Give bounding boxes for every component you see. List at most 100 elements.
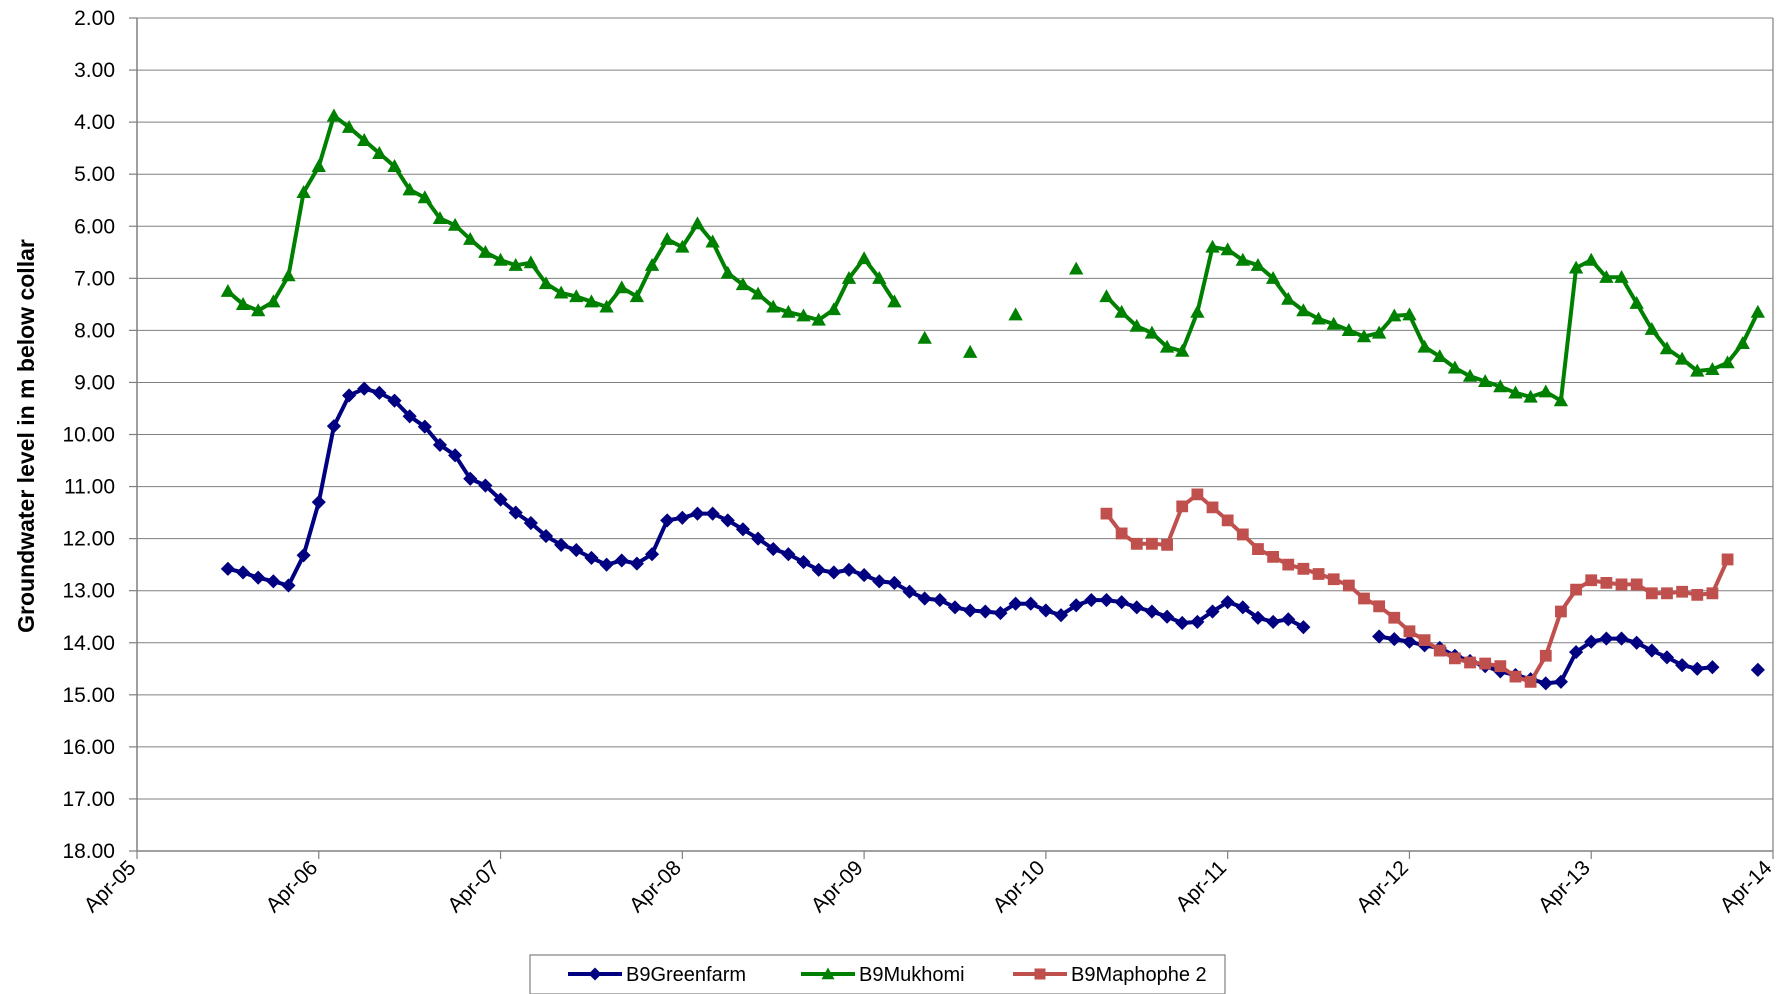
y-tick-label: 9.00	[74, 371, 115, 394]
data-point	[1176, 500, 1189, 513]
data-point	[1705, 660, 1720, 675]
data-point	[1494, 660, 1507, 673]
data-point	[1509, 670, 1522, 683]
data-point	[856, 251, 872, 265]
series-0	[220, 381, 1765, 691]
data-point	[326, 108, 342, 122]
data-point	[1615, 578, 1628, 591]
data-point	[478, 478, 493, 493]
data-point	[1235, 600, 1250, 615]
data-point	[326, 419, 341, 434]
data-point	[1342, 579, 1355, 592]
data-point	[1266, 614, 1281, 629]
data-point	[1099, 592, 1114, 608]
x-tick-label: Apr-05	[80, 856, 141, 917]
data-point	[448, 448, 463, 463]
data-point	[1387, 308, 1402, 322]
data-point	[1265, 270, 1281, 284]
legend: B9Greenfarm B9Mukhomi B9Maphophe 2	[529, 954, 1226, 994]
x-tick-label: Apr-11	[1171, 856, 1231, 916]
data-point	[705, 506, 720, 521]
data-point	[1115, 527, 1128, 540]
data-point	[1690, 363, 1705, 377]
x-tick-label: Apr-06	[261, 856, 322, 917]
data-point	[1130, 537, 1143, 550]
data-point	[781, 304, 796, 318]
data-point	[402, 409, 417, 424]
data-point	[493, 252, 508, 266]
data-point	[947, 600, 963, 615]
data-point	[266, 294, 281, 308]
data-point	[1706, 587, 1719, 600]
data-point	[917, 330, 932, 344]
data-point	[1161, 538, 1173, 551]
data-point	[1281, 291, 1296, 305]
data-point	[508, 505, 523, 520]
data-point	[629, 556, 644, 571]
data-point	[1523, 389, 1538, 403]
data-point	[1267, 550, 1280, 563]
data-point	[417, 190, 432, 204]
data-point	[1358, 592, 1370, 605]
x-axis-ticks: Apr-05 Apr-06 Apr-07 Apr-08 Apr-09 Apr-10 Apr-…	[80, 851, 1777, 917]
data-point	[841, 270, 857, 284]
data-point	[1418, 634, 1431, 647]
legend-label-maphophe: B9Maphophe 2	[1071, 964, 1207, 986]
data-point	[1553, 393, 1569, 407]
data-point	[811, 312, 826, 326]
legend-marker-maphophe	[1034, 968, 1046, 980]
data-point	[1069, 261, 1084, 275]
data-point	[387, 159, 402, 172]
data-point	[432, 211, 448, 225]
data-point	[1114, 595, 1129, 610]
y-tick-label: 18.00	[62, 840, 115, 863]
data-point	[1250, 610, 1266, 625]
data-point	[1720, 355, 1735, 369]
data-point	[1144, 604, 1159, 619]
data-point	[1433, 644, 1446, 657]
data-point	[463, 231, 478, 245]
data-point	[432, 437, 448, 452]
series-1	[220, 108, 1766, 407]
series-2	[1100, 488, 1734, 688]
data-point	[1538, 384, 1553, 398]
data-point	[1038, 603, 1053, 618]
data-point	[1175, 615, 1190, 631]
data-point	[993, 606, 1008, 621]
data-point	[1371, 325, 1387, 339]
data-point	[523, 515, 538, 531]
data-point	[584, 294, 599, 308]
data-point	[1750, 662, 1765, 677]
y-tick-label: 17.00	[62, 788, 115, 811]
data-point	[1311, 311, 1326, 325]
data-point	[1645, 587, 1658, 600]
data-point	[372, 146, 387, 159]
data-point	[1191, 488, 1204, 501]
data-point	[675, 239, 690, 253]
data-point	[1160, 609, 1175, 624]
data-point	[902, 584, 917, 599]
y-tick-label: 13.00	[62, 580, 115, 603]
data-point	[751, 531, 766, 546]
data-point	[1584, 634, 1599, 649]
x-tick-label: Apr-14	[1716, 856, 1777, 917]
legend-marker-greenfarm	[588, 967, 602, 981]
data-point	[841, 562, 857, 577]
data-point	[251, 303, 266, 317]
data-point	[1388, 611, 1401, 624]
y-tick-label: 5.00	[74, 163, 115, 186]
data-point	[1464, 656, 1476, 669]
data-point	[1614, 631, 1629, 646]
legend-label-greenfarm: B9Greenfarm	[626, 964, 746, 986]
legend-marker-mukhomi	[821, 967, 835, 980]
data-point	[220, 284, 236, 297]
y-tick-label: 7.00	[74, 267, 115, 290]
data-point	[1008, 596, 1023, 611]
data-point	[569, 289, 584, 303]
data-point	[341, 120, 357, 133]
data-point	[1493, 379, 1508, 393]
data-point	[281, 578, 296, 593]
data-point	[220, 561, 235, 576]
legend-item-mukhomi: B9Mukhomi	[801, 964, 965, 986]
